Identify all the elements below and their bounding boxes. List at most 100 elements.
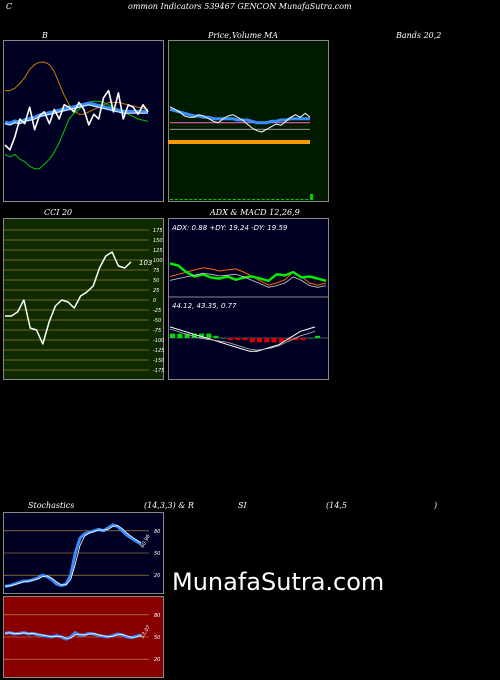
- label-stoch: Stochastics: [28, 501, 75, 510]
- volume-bar: [285, 199, 289, 200]
- volume-bar: [199, 199, 202, 200]
- volume-bar: [261, 199, 265, 200]
- macd-histogram-bar: [228, 338, 233, 341]
- macd-histogram-bar: [300, 338, 306, 341]
- macd-histogram-bar: [191, 333, 197, 338]
- volume-bar: [232, 199, 236, 200]
- label-close-paren: ): [434, 501, 438, 510]
- macd-histogram-bar: [271, 338, 277, 343]
- stoch-tick-label: 20: [154, 573, 160, 579]
- watermark: MunafaSutra.com: [172, 568, 385, 596]
- price-ma-blue: [169, 107, 310, 125]
- volume-bar: [208, 199, 212, 200]
- macd-histogram-bar: [249, 338, 255, 343]
- header-c: C: [6, 2, 13, 11]
- cci-last-value: 103: [139, 259, 152, 267]
- label-price: Price,: [208, 31, 232, 40]
- stoch-tick-label: 50: [154, 551, 160, 557]
- macd-histogram-bar: [257, 338, 262, 343]
- price-panel: [168, 40, 329, 202]
- cci-tick-label: 50: [153, 278, 159, 284]
- cci-tick-label: -125: [153, 348, 164, 354]
- cci-tick-label: -100: [153, 338, 164, 344]
- cci-line: [5, 251, 132, 345]
- cci-bg: [3, 218, 164, 380]
- volume-bar: [174, 199, 178, 200]
- volume-bar: [194, 199, 198, 200]
- cci-tick-label: -50: [153, 318, 161, 324]
- bollinger-bg: [3, 40, 164, 202]
- price-line: [169, 106, 311, 133]
- macd-histogram-bar: [315, 335, 320, 338]
- label-bands: Bands 20,2: [396, 31, 442, 40]
- cci-tick-label: 25: [153, 288, 159, 294]
- adx-plus-dy: [169, 262, 327, 283]
- macd-signal-line: [169, 328, 316, 351]
- volume-bar: [218, 199, 222, 200]
- cci-tick-label: -150: [153, 358, 164, 364]
- volume-bar: [310, 194, 313, 200]
- cci-tick-label: 0: [153, 298, 156, 304]
- cci-panel: 175 150 125 100 75 50 25 0 -25 -50 -75 -100 -125 -150…: [3, 218, 164, 380]
- volume-bar: [184, 199, 188, 200]
- label-volume: Volume: [232, 31, 262, 40]
- volume-bar: [300, 199, 304, 200]
- macd-histogram-bar: [264, 338, 270, 343]
- macd-histogram-bar: [206, 333, 212, 338]
- adx-macd-bg: [168, 218, 329, 380]
- rsi-tick-label: 50: [154, 635, 160, 641]
- label-si-params: (14,5: [326, 501, 347, 510]
- macd-histogram-bar: [307, 338, 313, 339]
- volume-bar: [242, 199, 246, 200]
- rsi-line: [4, 631, 142, 641]
- rsi-tick-label: 80: [154, 613, 160, 619]
- adx-text: ADX: 0.88 +DY: 19.24 -DY: 19.59: [171, 224, 288, 232]
- bollinger-panel: [3, 40, 164, 202]
- volume-bar: [281, 199, 284, 200]
- macd-histogram-bar: [278, 338, 284, 343]
- volume-bar: [252, 199, 256, 200]
- macd-histogram-bar: [170, 333, 175, 338]
- volume-bar: [271, 199, 275, 200]
- volume-bar: [266, 199, 270, 200]
- label-b: B: [42, 31, 48, 40]
- cci-tick-label: 125: [153, 248, 163, 254]
- volume-bar: [170, 199, 173, 200]
- adx-macd-panel: ADX: 0.88 +DY: 19.24 -DY: 19.59 44.12, 4…: [168, 218, 329, 380]
- volume-bar: [179, 199, 183, 200]
- cci-tick-label: -75: [153, 328, 161, 334]
- stoch-tick-label: 80: [154, 529, 160, 535]
- cci-tick-label: 100: [153, 258, 163, 264]
- macd-histogram-bar: [184, 333, 190, 338]
- label-si: SI: [238, 501, 247, 510]
- volume-bar: [295, 199, 299, 200]
- macd-histogram-bar: [235, 338, 241, 341]
- macd-histogram-bar: [293, 338, 299, 341]
- macd-histogram-bar: [199, 333, 204, 338]
- volume-bar: [247, 199, 251, 200]
- macd-line: [169, 326, 316, 352]
- cci-tick-label: -25: [153, 308, 161, 314]
- macd-histogram-bar: [242, 338, 248, 341]
- volume-bar: [203, 199, 207, 200]
- macd-text: 44.12, 43.35, 0.77: [172, 302, 237, 310]
- volume-bar: [305, 199, 309, 200]
- adx-line: [169, 273, 327, 288]
- bollinger-price-line: [4, 89, 149, 151]
- label-stoch-params: (14,3,3) & R: [144, 501, 194, 510]
- volume-bar: [256, 199, 260, 200]
- cci-tick-label: 175: [153, 228, 163, 234]
- volume-bar: [189, 199, 193, 200]
- label-adx-macd: ADX & MACD 12,26,9: [210, 208, 300, 217]
- stoch-signal-line: [4, 525, 142, 587]
- macd-histogram-bar: [213, 335, 219, 338]
- cci-tick-label: 150: [153, 238, 163, 244]
- volume-bar: [213, 199, 217, 200]
- rsi-tick-label: 20: [154, 657, 160, 663]
- header-title: ommon Indicators 539467 GENCON MunafaSut…: [128, 2, 352, 11]
- bollinger-lower-band: [5, 61, 149, 115]
- volume-bar: [227, 199, 231, 200]
- macd-histogram-bar: [220, 338, 226, 339]
